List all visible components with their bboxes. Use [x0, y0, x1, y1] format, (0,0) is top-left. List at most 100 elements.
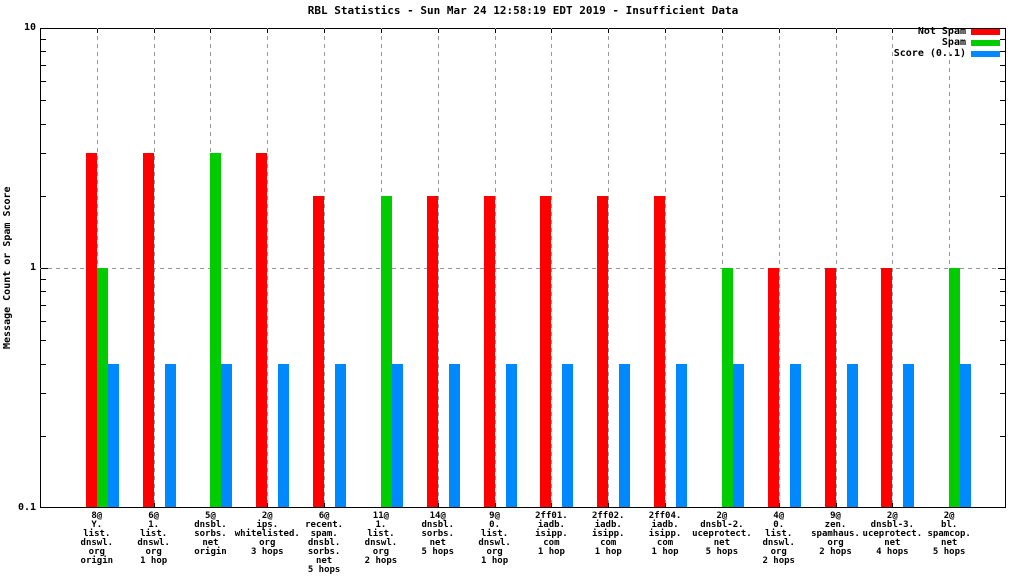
x-tick-label-line: 1 hop	[481, 556, 509, 566]
bar-score	[732, 363, 744, 507]
x-tick-label-line: 0.	[773, 520, 785, 530]
x-tick-label-line: 9@	[489, 511, 500, 521]
bar-not_spam	[85, 153, 97, 507]
x-tick-label-line: dnsbl-3.	[870, 520, 915, 530]
x-tick-label-line: 11@	[372, 511, 390, 521]
x-tick	[494, 503, 496, 507]
x-tick-label-line: com	[656, 538, 674, 548]
x-tick	[665, 503, 667, 507]
x-tick-label: 6@ 1. list. dnswl. org 1 hop	[120, 512, 188, 566]
x-tick-label-line: list.	[140, 529, 168, 539]
x-tick-label-line: 2@	[716, 511, 728, 521]
bar-score	[846, 363, 858, 507]
bar-spam	[96, 268, 108, 507]
y-minor-tick	[1000, 340, 1005, 342]
y-minor-tick	[41, 340, 46, 342]
bar-score	[903, 363, 915, 507]
bar-score	[676, 363, 688, 507]
x-tick-label-line: isipp.	[535, 529, 568, 539]
x-tick-label: 2@ bl. spamcop. net 5 hops	[915, 512, 983, 557]
x-tick-label-line: 2ff04.	[648, 511, 682, 521]
y-minor-tick	[41, 291, 46, 293]
bar-score	[789, 363, 801, 507]
x-tick-label-line: 1.	[375, 520, 387, 530]
bar-not_spam	[881, 268, 893, 507]
x-tick	[494, 29, 496, 33]
legend-item-spam: Spam	[894, 37, 1000, 48]
x-tick	[665, 29, 667, 33]
x-tick-label-line: isipp.	[648, 529, 682, 539]
x-tick-label: 4@ 0. list. dnswl. org 2 hops	[745, 512, 813, 566]
x-tick-label: 9@ zen. spamhaus. org 2 hops	[802, 512, 870, 557]
y-minor-tick	[1000, 393, 1005, 395]
x-tick-label-line: isipp.	[591, 529, 625, 539]
x-tick-label: 14@ dnsbl. sorbs. net 5 hops	[404, 512, 472, 557]
bar-not_spam	[426, 195, 438, 507]
x-tick-label-line: ips.	[256, 520, 279, 530]
y-minor-tick	[41, 195, 46, 197]
bar-score	[164, 363, 176, 507]
x-tick-label-line: org	[88, 547, 105, 557]
y-gridline	[40, 268, 1006, 269]
y-minor-tick	[41, 278, 46, 280]
x-tick	[892, 503, 894, 507]
x-tick	[210, 29, 212, 33]
y-minor-tick	[1000, 51, 1005, 53]
x-tick-label-line: org	[372, 547, 390, 557]
legend-label: Spam	[941, 37, 966, 48]
x-tick-label-line: net	[713, 538, 730, 548]
legend-swatch-not_spam	[971, 28, 1000, 35]
bar-score	[960, 363, 972, 507]
x-tick	[892, 29, 894, 33]
x-tick-label-line: sorbs.	[307, 547, 341, 557]
x-tick	[835, 29, 837, 33]
bar-score	[278, 363, 290, 507]
x-tick-label-line: iadb.	[651, 520, 679, 530]
x-tick-label-line: org	[770, 547, 787, 557]
x-tick-label-line: dnsbl.	[307, 538, 341, 548]
x-tick-label: 9@ 0. list. dnswl. org 1 hop	[461, 512, 529, 566]
x-tick-label-line: list.	[481, 529, 509, 539]
x-tick-label-line: sorbs.	[421, 529, 454, 539]
y-minor-tick	[41, 435, 46, 437]
y-minor-tick	[41, 100, 46, 102]
x-tick	[153, 29, 155, 33]
x-tick-label-line: 1 hop	[651, 547, 679, 557]
x-tick-label-line: 5 hops	[932, 547, 966, 557]
x-tick-label-line: dnsbl-2.	[700, 520, 744, 530]
bar-spam	[721, 268, 733, 507]
x-tick-label-line: net	[315, 556, 333, 566]
x-tick-label: 5@ dnsbl. sorbs. net origin	[176, 512, 244, 557]
bar-spam	[210, 153, 222, 507]
x-tick-label-line: 3 hops	[251, 547, 284, 557]
x-tick-label-line: 2 hops	[762, 556, 795, 566]
y-minor-tick	[1000, 435, 1005, 437]
x-tick-label: 2ff02. iadb. isipp. com 1 hop	[574, 512, 642, 557]
x-tick-label-line: com	[600, 538, 617, 548]
x-tick-label-line: 2@	[886, 511, 898, 521]
x-tick-label-line: origin	[194, 547, 227, 557]
bar-score	[448, 363, 460, 507]
x-tick-label-line: list.	[367, 529, 395, 539]
bar-not_spam	[540, 195, 552, 507]
x-tick-label-line: 5 hops	[705, 547, 739, 557]
x-tick-label-line: list.	[83, 529, 111, 539]
bar-not_spam	[483, 195, 495, 507]
bar-spam	[949, 268, 961, 507]
x-tick-label-line: 0.	[489, 520, 500, 530]
y-minor-tick	[1000, 38, 1005, 40]
x-tick	[437, 29, 439, 33]
y-minor-tick	[41, 393, 46, 395]
x-tick-label-line: whitelisted.	[234, 529, 300, 539]
x-tick-label-line: org	[827, 538, 844, 548]
x-tick-label-line: 1 hop	[140, 556, 168, 566]
x-tick-label-line: 4@	[773, 511, 785, 521]
bar-not_spam	[654, 195, 666, 507]
y-minor-tick	[41, 51, 46, 53]
y-minor-tick	[41, 123, 46, 125]
bar-score	[335, 363, 347, 507]
x-tick-label-line: spamcop.	[927, 529, 971, 539]
x-tick-label-line: 14@	[429, 511, 446, 521]
bar-score	[221, 363, 233, 507]
x-tick-label-line: uceprotect.	[862, 529, 923, 539]
